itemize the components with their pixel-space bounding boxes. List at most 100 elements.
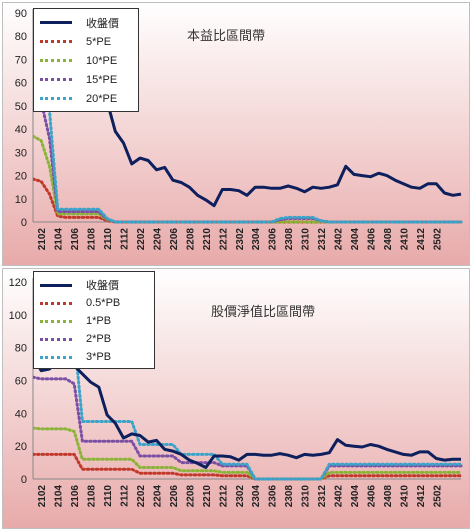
pb-series-line-1 — [33, 452, 463, 481]
pe-legend-item-10pe: 10*PE — [40, 51, 132, 70]
pe-xtick-label: 2110 — [103, 228, 114, 250]
pb-xtick-label: 2104 — [54, 485, 65, 508]
pb-xtick-label: 2206 — [169, 485, 180, 508]
pb-legend-item-3pb: 3*PB — [40, 348, 148, 366]
pb-xtick-label: 2306 — [268, 485, 279, 508]
pe-xtick-label: 2208 — [185, 228, 196, 251]
pb-ytick-label: 60 — [15, 376, 27, 388]
pb-legend-label-price: 收盤價 — [86, 280, 119, 292]
pe-xtick-label: 2502 — [432, 228, 443, 251]
pb-legend-swatch-05pb — [40, 301, 72, 305]
pb-legend-item-05pb: 0.5*PB — [40, 294, 148, 312]
pb-xtick-label: 2402 — [334, 485, 345, 508]
pe-xtick-label: 2302 — [235, 228, 246, 251]
pe-xtick-label: 2102 — [37, 228, 48, 251]
pe-xtick-label: 2106 — [70, 228, 81, 251]
pe-legend-item-20pe: 20*PE — [40, 89, 132, 108]
pb-legend-item-1pb: 1*PB — [40, 312, 148, 330]
pb-xtick-label: 2308 — [284, 485, 295, 508]
pe-xtick-label: 2112 — [120, 228, 131, 250]
pb-ytick-label: 40 — [15, 408, 27, 420]
pb-xtick-label: 2110 — [103, 485, 114, 507]
pb-ytick-label: 80 — [15, 343, 27, 355]
pe-xtick-label: 2408 — [383, 228, 394, 251]
pe-ytick-label: 90 — [15, 8, 27, 20]
pe-band-chart: 0 10 20 30 40 50 60 70 80 90 2102 2104 2106 2108 2110 2… — [2, 2, 470, 266]
pb-xtick-label: 2304 — [251, 485, 262, 508]
pb-legend-label-2pb: 2*PB — [86, 333, 112, 345]
pe-series-line-4 — [33, 48, 463, 224]
pe-xtick-label: 2212 — [218, 228, 229, 251]
pb-series-line-0 — [33, 355, 461, 469]
pb-xtick-label: 2412 — [416, 485, 427, 508]
pb-legend-label-05pb: 0.5*PB — [86, 297, 121, 309]
pe-xtick-label: 2210 — [202, 228, 213, 251]
pe-ytick-label: 20 — [15, 171, 27, 183]
pb-xtick-label: 2210 — [202, 485, 213, 508]
pb-band-chart: 0 20 40 60 80 100 120 2102 2104 2106 2108 2110 2112 2… — [2, 268, 470, 529]
pe-xtick-label: 2410 — [399, 228, 410, 251]
pb-legend-swatch-price — [40, 283, 72, 287]
pb-xtick-label: 2502 — [432, 485, 443, 508]
pe-legend-label-price: 收盤價 — [86, 17, 119, 30]
pb-xtick-label: 2410 — [399, 485, 410, 508]
pe-ytick-label: 80 — [15, 31, 27, 43]
pb-xtick-label: 2310 — [301, 485, 312, 508]
pb-xtick-label: 2202 — [136, 485, 147, 508]
pb-xtick-label: 2204 — [152, 485, 163, 508]
pe-legend-label-15pe: 15*PE — [86, 73, 118, 86]
pe-legend-swatch-5pe — [40, 40, 72, 43]
pe-xtick-label: 2406 — [366, 228, 377, 251]
pe-legend-item-15pe: 15*PE — [40, 70, 132, 89]
pe-xtick-label: 2202 — [136, 228, 147, 251]
pe-xtick-label: 2308 — [284, 228, 295, 251]
pb-xtick-label: 2406 — [366, 485, 377, 508]
pb-xtick-label: 2404 — [350, 485, 361, 508]
pb-legend-swatch-3pb — [40, 355, 72, 359]
pe-legend-item-price: 收盤價 — [40, 13, 132, 32]
pb-xtick-label: 2106 — [70, 485, 81, 508]
pb-xtick-label: 2112 — [120, 485, 131, 507]
pb-xtick-label: 2408 — [383, 485, 394, 508]
pe-xtick-label: 2412 — [416, 228, 427, 251]
pb-legend-swatch-2pb — [40, 337, 72, 341]
pe-ytick-label: 0 — [21, 217, 27, 229]
pe-xtick-label: 2402 — [334, 228, 345, 251]
pe-xtick-label: 2206 — [169, 228, 180, 251]
pe-xtick-label: 2304 — [251, 228, 262, 251]
pe-legend-label-5pe: 5*PE — [86, 35, 112, 48]
pe-legend-swatch-15pe — [40, 78, 72, 81]
pe-legend-label-20pe: 20*PE — [86, 92, 118, 105]
pb-series-line-2 — [33, 426, 463, 481]
pe-legend: 收盤價 5*PE 10*PE 15*PE 20*PE — [33, 8, 139, 112]
pe-ytick-label: 70 — [15, 54, 27, 66]
pe-ytick-label: 40 — [15, 124, 27, 136]
pe-xtick-label: 2108 — [87, 228, 98, 251]
pe-legend-swatch-20pe — [40, 97, 72, 100]
pe-chart-title: 本益比區間帶 — [187, 28, 266, 43]
pb-ytick-label: 20 — [15, 441, 27, 453]
pb-xtick-label: 2108 — [87, 485, 98, 508]
pb-xtick-label: 2302 — [235, 485, 246, 508]
pb-legend-item-price: 收盤價 — [40, 276, 148, 294]
pb-ytick-label: 120 — [9, 277, 27, 289]
pe-xtick-label: 2310 — [301, 228, 312, 251]
pb-legend-swatch-1pb — [40, 319, 72, 323]
pb-xtick-label: 2102 — [37, 485, 48, 508]
pb-ytick-label: 100 — [9, 310, 27, 322]
pb-xtick-label: 2312 — [317, 485, 328, 508]
pe-legend-item-5pe: 5*PE — [40, 32, 132, 51]
pe-ytick-label: 30 — [15, 147, 27, 159]
pe-xtick-label: 2306 — [268, 228, 279, 251]
pe-legend-swatch-10pe — [40, 59, 72, 62]
pe-xtick-label: 2404 — [350, 228, 361, 251]
pe-ytick-label: 10 — [15, 194, 27, 206]
pe-legend-label-10pe: 10*PE — [86, 54, 118, 67]
pe-legend-swatch-price — [40, 21, 72, 24]
pe-xtick-label: 2312 — [317, 228, 328, 251]
pe-ytick-label: 50 — [15, 101, 27, 113]
pb-xtick-label: 2212 — [218, 485, 229, 508]
pe-xtick-label: 2104 — [54, 228, 65, 251]
pe-xtick-label: 2204 — [152, 228, 163, 251]
